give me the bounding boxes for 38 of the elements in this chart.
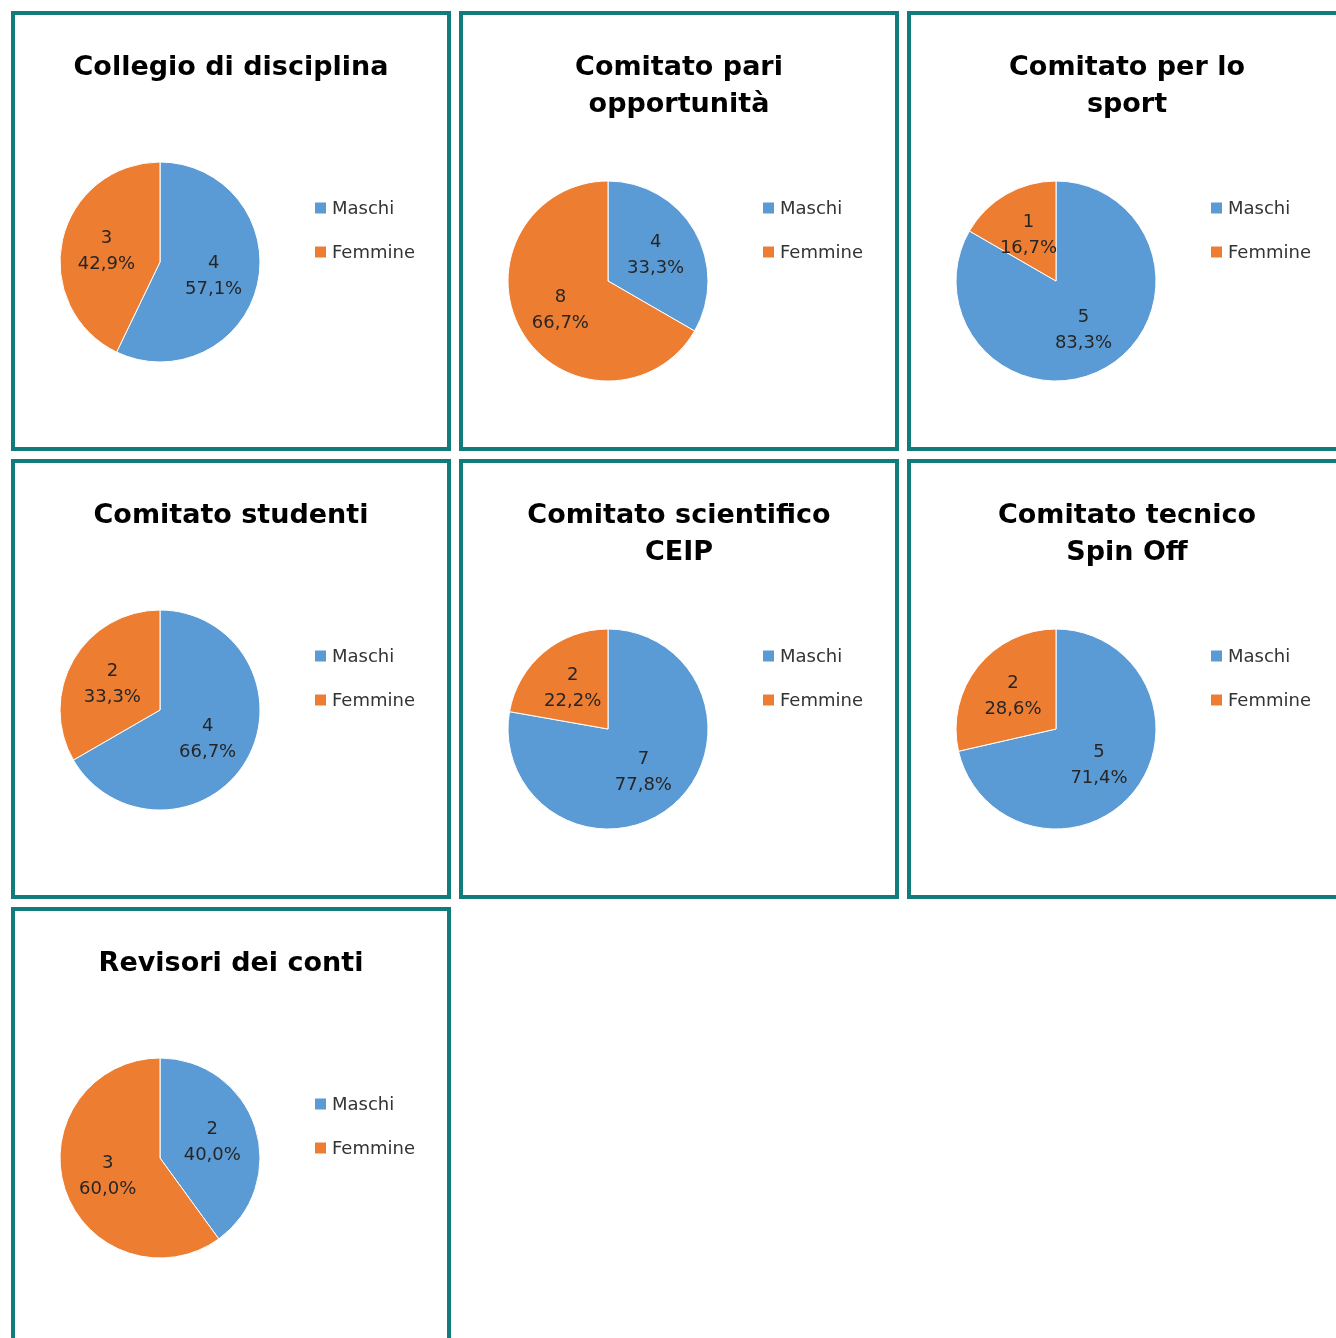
pie-slice <box>955 180 1157 382</box>
legend-label: Femmine <box>780 689 863 711</box>
legend-label: Femmine <box>1228 689 1311 711</box>
legend-label: Maschi <box>332 1093 395 1115</box>
legend-label: Maschi <box>332 197 395 219</box>
legend-label: Femmine <box>332 689 415 711</box>
chart-title: Comitato tecnico Spin Off <box>998 498 1256 566</box>
data-label: 2 22,2% <box>544 663 602 711</box>
legend-label: Femmine <box>1228 241 1311 263</box>
data-label: 3 60,0% <box>79 1151 137 1199</box>
data-label: 5 71,4% <box>1070 739 1128 787</box>
data-label: 4 57,1% <box>185 250 243 298</box>
legend-label: Maschi <box>780 645 843 667</box>
legend-label: Femmine <box>332 241 415 263</box>
data-label: 4 33,3% <box>627 229 685 277</box>
data-label: 5 83,3% <box>1054 304 1113 352</box>
chart-title: Comitato studenti <box>93 498 369 529</box>
data-label: 2 28,6% <box>984 671 1042 719</box>
data-label: 8 66,7% <box>531 284 589 332</box>
pie-slice <box>958 628 1157 830</box>
legend-label: Femmine <box>780 241 863 263</box>
chart-title: Collegio di disciplina <box>73 50 389 81</box>
pie-slice <box>507 628 709 830</box>
chart-title: Comitato pari opportunità <box>575 50 783 118</box>
data-label: 4 66,7% <box>179 713 237 761</box>
data-label: 3 42,9% <box>77 226 135 274</box>
chart-title: Comitato per lo sport <box>1009 50 1245 118</box>
legend-label: Femmine <box>332 1137 415 1159</box>
legend-label: Maschi <box>1228 645 1291 667</box>
legend-label: Maschi <box>332 645 395 667</box>
data-label: 2 40,0% <box>183 1117 241 1165</box>
legend-label: Maschi <box>1228 197 1291 219</box>
data-label: 7 77,8% <box>614 747 672 795</box>
legend-label: Maschi <box>780 197 843 219</box>
chart-title: Revisori dei conti <box>98 946 364 977</box>
data-label: 2 33,3% <box>83 658 141 706</box>
chart-title: Comitato scientifico CEIP <box>527 498 831 566</box>
data-label: 1 16,7% <box>999 209 1058 257</box>
